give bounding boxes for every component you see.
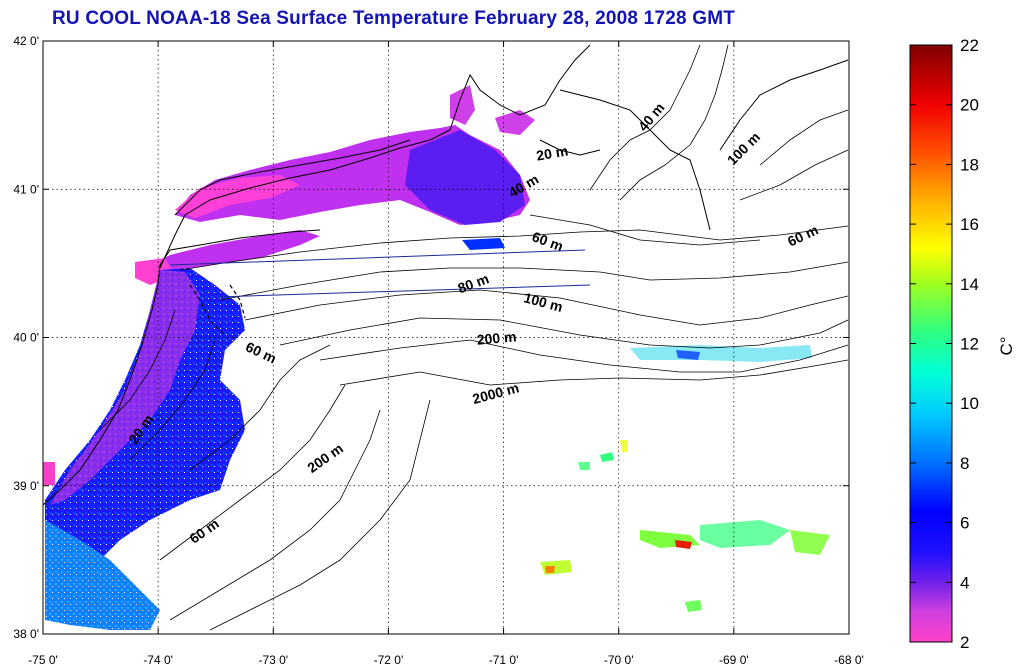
transect-line-south <box>214 284 591 298</box>
coastline-ri-ma <box>449 44 591 131</box>
lat-tick-label: 40 0' <box>13 331 39 345</box>
sst-nj-nearshore <box>50 270 200 505</box>
sst-nj-shelf <box>45 268 245 620</box>
sst-warm-spot-7 <box>620 440 628 452</box>
sst-narragansett <box>450 85 475 125</box>
colorbar-tick-label: 8 <box>960 454 969 473</box>
coastline-li-north <box>174 139 411 216</box>
hudson-canyon-dashes <box>189 284 246 336</box>
contour-georges-100 <box>759 109 849 166</box>
sst-delmarva-shelf <box>45 520 160 630</box>
colorbar-tick-label: 6 <box>960 514 969 533</box>
contour-80m <box>219 261 849 301</box>
hudson-canyon-dash-2 <box>229 284 246 319</box>
lat-tick-label: 42 0' <box>13 34 39 48</box>
lon-tick-label: -74 0' <box>143 653 173 667</box>
latitude-axis: 42 0' 41 0' 40 0' 39 0' 38 0' <box>13 34 849 641</box>
sst-small-pink <box>43 462 55 485</box>
map-grid <box>43 41 849 634</box>
coastline-layer <box>42 44 849 506</box>
contour-200m <box>319 339 849 373</box>
contour-label: 200 m <box>476 328 517 347</box>
contour-40m <box>129 339 216 461</box>
colorbar-tick-label: 18 <box>960 155 979 174</box>
lon-tick-label: -70 0' <box>604 653 634 667</box>
colorbar-tick-label: 2 <box>960 633 969 652</box>
sst-data-layer <box>43 85 830 630</box>
coastline-nantucket <box>539 139 601 156</box>
sst-warm-spot-6 <box>600 452 614 462</box>
transect-lines <box>169 249 591 298</box>
contour-gom-1 <box>589 44 701 191</box>
bathymetry-contours <box>99 44 849 631</box>
colorbar-tick-label: 22 <box>960 36 979 55</box>
colorbar-tick-label: 14 <box>960 275 979 294</box>
sst-pink-patch-li <box>175 175 300 218</box>
lon-tick-label: -68 0' <box>834 653 864 667</box>
colorbar-tick-label: 16 <box>960 215 979 234</box>
contour-slope-1 <box>169 409 381 621</box>
contour-20m <box>99 309 176 431</box>
coastline-ct-shore <box>159 129 451 269</box>
lon-tick-label: -72 0' <box>374 653 404 667</box>
sst-warm-spot-9 <box>685 600 702 612</box>
coastline-georges <box>719 59 849 151</box>
sst-shelfbreak-east <box>630 345 812 362</box>
lon-tick-label: -71 0' <box>489 653 519 667</box>
sst-block-island <box>405 130 525 225</box>
contour-60m <box>179 225 849 271</box>
sst-li-south <box>145 230 320 272</box>
lon-tick-label: -75 0' <box>28 653 58 667</box>
contour-slope-2 <box>209 399 431 631</box>
coastline-nj-li-south <box>42 229 321 506</box>
longitude-axis: -75 0' -74 0' -73 0' -72 0' -71 0' -70 0' -69 … <box>28 41 864 667</box>
colorbar-tick-label: 20 <box>960 96 979 115</box>
transect-line-north <box>169 249 586 266</box>
lat-tick-label: 39 0' <box>13 479 39 493</box>
lon-tick-label: -73 0' <box>258 653 288 667</box>
colorbar-ticks: 22 20 18 16 14 12 10 8 6 4 2 <box>910 36 979 652</box>
map-title: RU COOL NOAA-18 Sea Surface Temperature … <box>52 8 736 29</box>
colorbar-unit-label: C° <box>997 336 1016 355</box>
lat-tick-label: 38 0' <box>13 627 39 641</box>
contour-2000m <box>339 359 849 386</box>
contour-label: 20 m <box>535 142 569 163</box>
contour-shelf-outer <box>159 384 346 561</box>
sst-warm-spot-5 <box>545 566 555 573</box>
sst-warm-spot-8 <box>578 462 590 470</box>
sst-warm-spot-3 <box>790 530 830 555</box>
colorbar-tick-label: 12 <box>960 335 979 354</box>
sst-hot-spot <box>675 540 692 549</box>
contour-shelf-mid <box>189 344 331 471</box>
contour-40m-ri <box>529 214 761 246</box>
colorbar-tick-label: 4 <box>960 573 969 592</box>
colorbar-tick-label: 10 <box>960 394 979 413</box>
coastline-cape-cod-bay <box>559 89 711 231</box>
contour-100m <box>244 289 849 326</box>
contour-200m-upper <box>279 317 849 349</box>
colorbar-gradient <box>910 45 952 642</box>
lat-tick-label: 41 0' <box>13 182 39 196</box>
sst-shelfbreak-blue <box>676 350 700 360</box>
lon-tick-label: -69 0' <box>719 653 749 667</box>
sst-blue-patch <box>462 238 505 250</box>
colorbar: 22 20 18 16 14 12 10 8 6 4 2 C° <box>909 36 1016 652</box>
contour-georges-60 <box>739 149 849 201</box>
sst-warm-spot-2 <box>700 520 790 548</box>
sst-buzzards <box>495 110 535 135</box>
contour-gom-2 <box>619 44 729 201</box>
hudson-canyon-dash-1 <box>189 284 226 336</box>
